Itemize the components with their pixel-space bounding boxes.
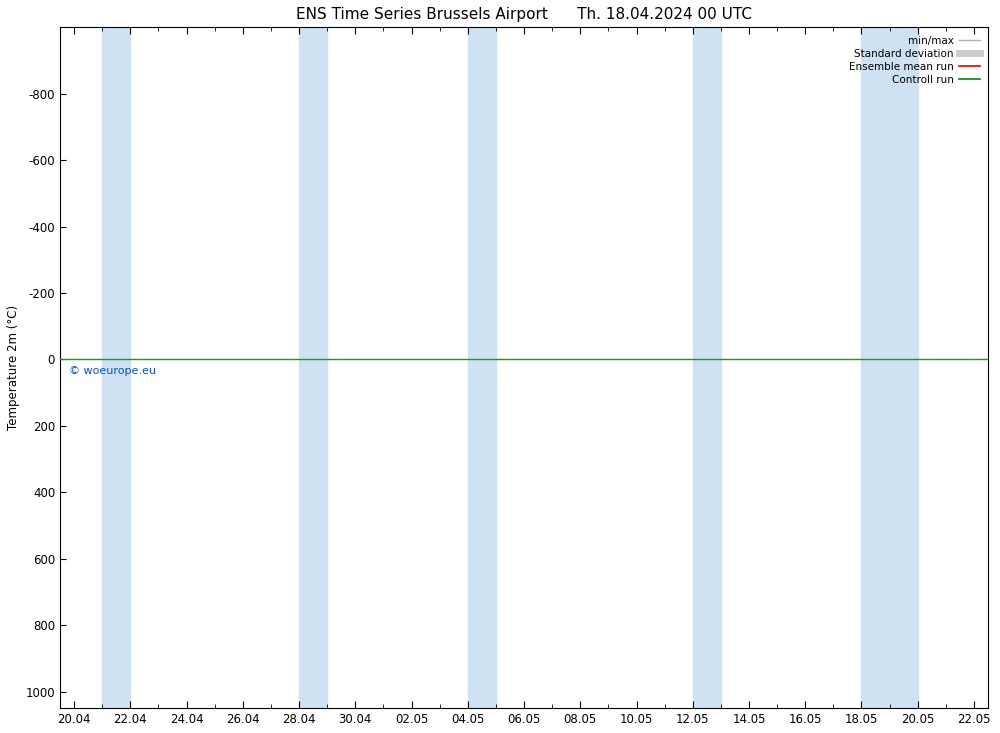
Title: ENS Time Series Brussels Airport      Th. 18.04.2024 00 UTC: ENS Time Series Brussels Airport Th. 18.… xyxy=(296,7,752,22)
Y-axis label: Temperature 2m (°C): Temperature 2m (°C) xyxy=(7,305,20,430)
Bar xyxy=(468,27,496,708)
Text: © woeurope.eu: © woeurope.eu xyxy=(69,366,156,376)
Legend: min/max, Standard deviation, Ensemble mean run, Controll run: min/max, Standard deviation, Ensemble me… xyxy=(846,32,983,88)
Bar xyxy=(102,27,130,708)
Bar xyxy=(299,27,327,708)
Bar xyxy=(861,27,918,708)
Bar xyxy=(693,27,721,708)
